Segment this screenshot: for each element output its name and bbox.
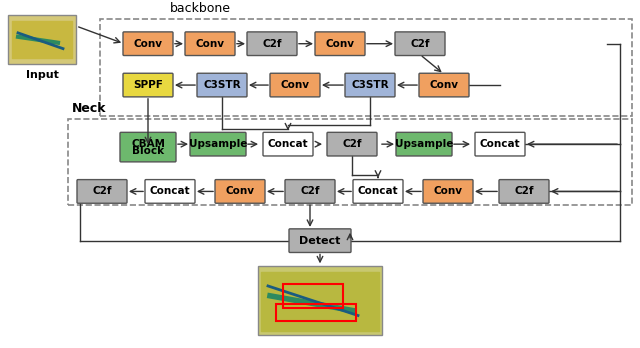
Text: Conv: Conv [326, 39, 355, 49]
FancyBboxPatch shape [353, 180, 403, 203]
Text: Concat: Concat [150, 187, 190, 196]
Text: Input: Input [26, 70, 58, 80]
FancyBboxPatch shape [77, 180, 127, 203]
FancyBboxPatch shape [395, 32, 445, 56]
FancyBboxPatch shape [345, 73, 395, 97]
FancyBboxPatch shape [396, 132, 452, 156]
FancyBboxPatch shape [315, 32, 365, 56]
Text: Concat: Concat [480, 139, 520, 149]
FancyBboxPatch shape [145, 180, 195, 203]
Text: C3STR: C3STR [351, 80, 389, 90]
Text: Block: Block [132, 146, 164, 156]
Text: Conv: Conv [195, 39, 225, 49]
FancyBboxPatch shape [215, 180, 265, 203]
Text: Upsample: Upsample [189, 139, 247, 149]
Bar [100, 19, 632, 116]
Text: C2f: C2f [92, 187, 112, 196]
Text: Neck: Neck [72, 102, 106, 114]
FancyBboxPatch shape [258, 266, 382, 335]
Text: backbone: backbone [170, 2, 231, 15]
Bar [283, 284, 343, 308]
Text: C2f: C2f [262, 39, 282, 49]
FancyBboxPatch shape [190, 132, 246, 156]
FancyBboxPatch shape [475, 132, 525, 156]
Text: Detect: Detect [300, 236, 340, 246]
Text: Conv: Conv [433, 187, 463, 196]
Text: C2f: C2f [515, 187, 534, 196]
FancyBboxPatch shape [247, 32, 297, 56]
FancyBboxPatch shape [289, 229, 351, 253]
Text: Conv: Conv [280, 80, 310, 90]
Text: Concat: Concat [358, 187, 398, 196]
Text: C3STR: C3STR [203, 80, 241, 90]
Bar [276, 304, 356, 322]
FancyBboxPatch shape [419, 73, 469, 97]
FancyBboxPatch shape [499, 180, 549, 203]
Text: C2f: C2f [300, 187, 320, 196]
FancyBboxPatch shape [285, 180, 335, 203]
FancyBboxPatch shape [197, 73, 247, 97]
Text: CBAM: CBAM [131, 139, 165, 149]
FancyBboxPatch shape [8, 15, 76, 64]
Text: Concat: Concat [268, 139, 308, 149]
FancyBboxPatch shape [327, 132, 377, 156]
Text: C2f: C2f [342, 139, 362, 149]
FancyBboxPatch shape [123, 73, 173, 97]
FancyBboxPatch shape [263, 132, 313, 156]
FancyBboxPatch shape [423, 180, 473, 203]
FancyBboxPatch shape [123, 32, 173, 56]
Bar [68, 119, 632, 205]
Text: SPPF: SPPF [133, 80, 163, 90]
Text: C2f: C2f [410, 39, 429, 49]
FancyBboxPatch shape [270, 73, 320, 97]
Text: Conv: Conv [225, 187, 255, 196]
Text: Upsample: Upsample [395, 139, 453, 149]
FancyBboxPatch shape [120, 132, 176, 162]
FancyBboxPatch shape [185, 32, 235, 56]
Text: Conv: Conv [429, 80, 458, 90]
Text: Conv: Conv [134, 39, 163, 49]
